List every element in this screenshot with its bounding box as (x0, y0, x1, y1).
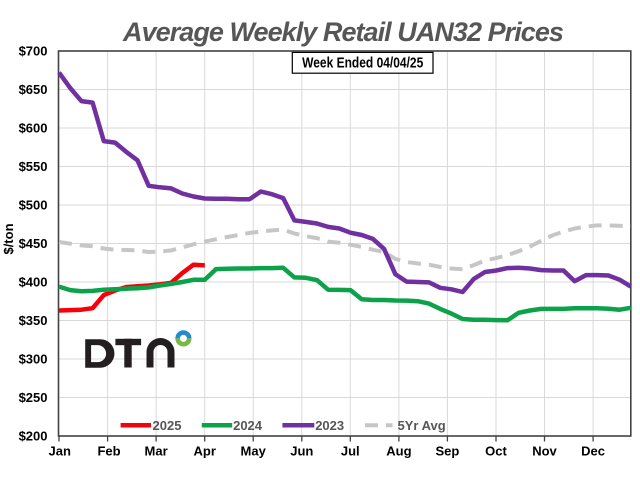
svg-text:$400: $400 (19, 275, 48, 290)
svg-text:Apr: Apr (194, 444, 216, 459)
svg-text:$700: $700 (19, 44, 48, 59)
svg-text:$/ton: $/ton (1, 223, 16, 254)
svg-text:Jun: Jun (290, 444, 313, 459)
svg-text:$200: $200 (19, 429, 48, 444)
svg-text:$250: $250 (19, 390, 48, 405)
svg-text:Average Weekly Retail UAN32 Pr: Average Weekly Retail UAN32 Prices (122, 17, 564, 47)
svg-text:2024: 2024 (233, 418, 263, 433)
svg-text:Nov: Nov (532, 444, 557, 459)
svg-text:5Yr Avg: 5Yr Avg (398, 418, 446, 433)
svg-text:Week Ended 04/04/25: Week Ended 04/04/25 (302, 54, 424, 71)
svg-text:$500: $500 (19, 198, 48, 213)
svg-text:$550: $550 (19, 159, 48, 174)
svg-text:$600: $600 (19, 121, 48, 136)
svg-text:May: May (241, 444, 267, 459)
svg-text:Jan: Jan (48, 444, 70, 459)
svg-text:Mar: Mar (145, 444, 168, 459)
svg-text:Aug: Aug (386, 444, 411, 459)
svg-text:$450: $450 (19, 236, 48, 251)
svg-text:Dec: Dec (581, 444, 605, 459)
svg-text:$350: $350 (19, 313, 48, 328)
svg-text:$300: $300 (19, 352, 48, 367)
svg-text:2023: 2023 (315, 418, 344, 433)
svg-text:2025: 2025 (153, 418, 182, 433)
svg-text:Oct: Oct (485, 444, 507, 459)
svg-text:Sep: Sep (435, 444, 459, 459)
svg-text:Jul: Jul (341, 444, 360, 459)
svg-text:Feb: Feb (97, 444, 120, 459)
svg-text:$650: $650 (19, 82, 48, 97)
